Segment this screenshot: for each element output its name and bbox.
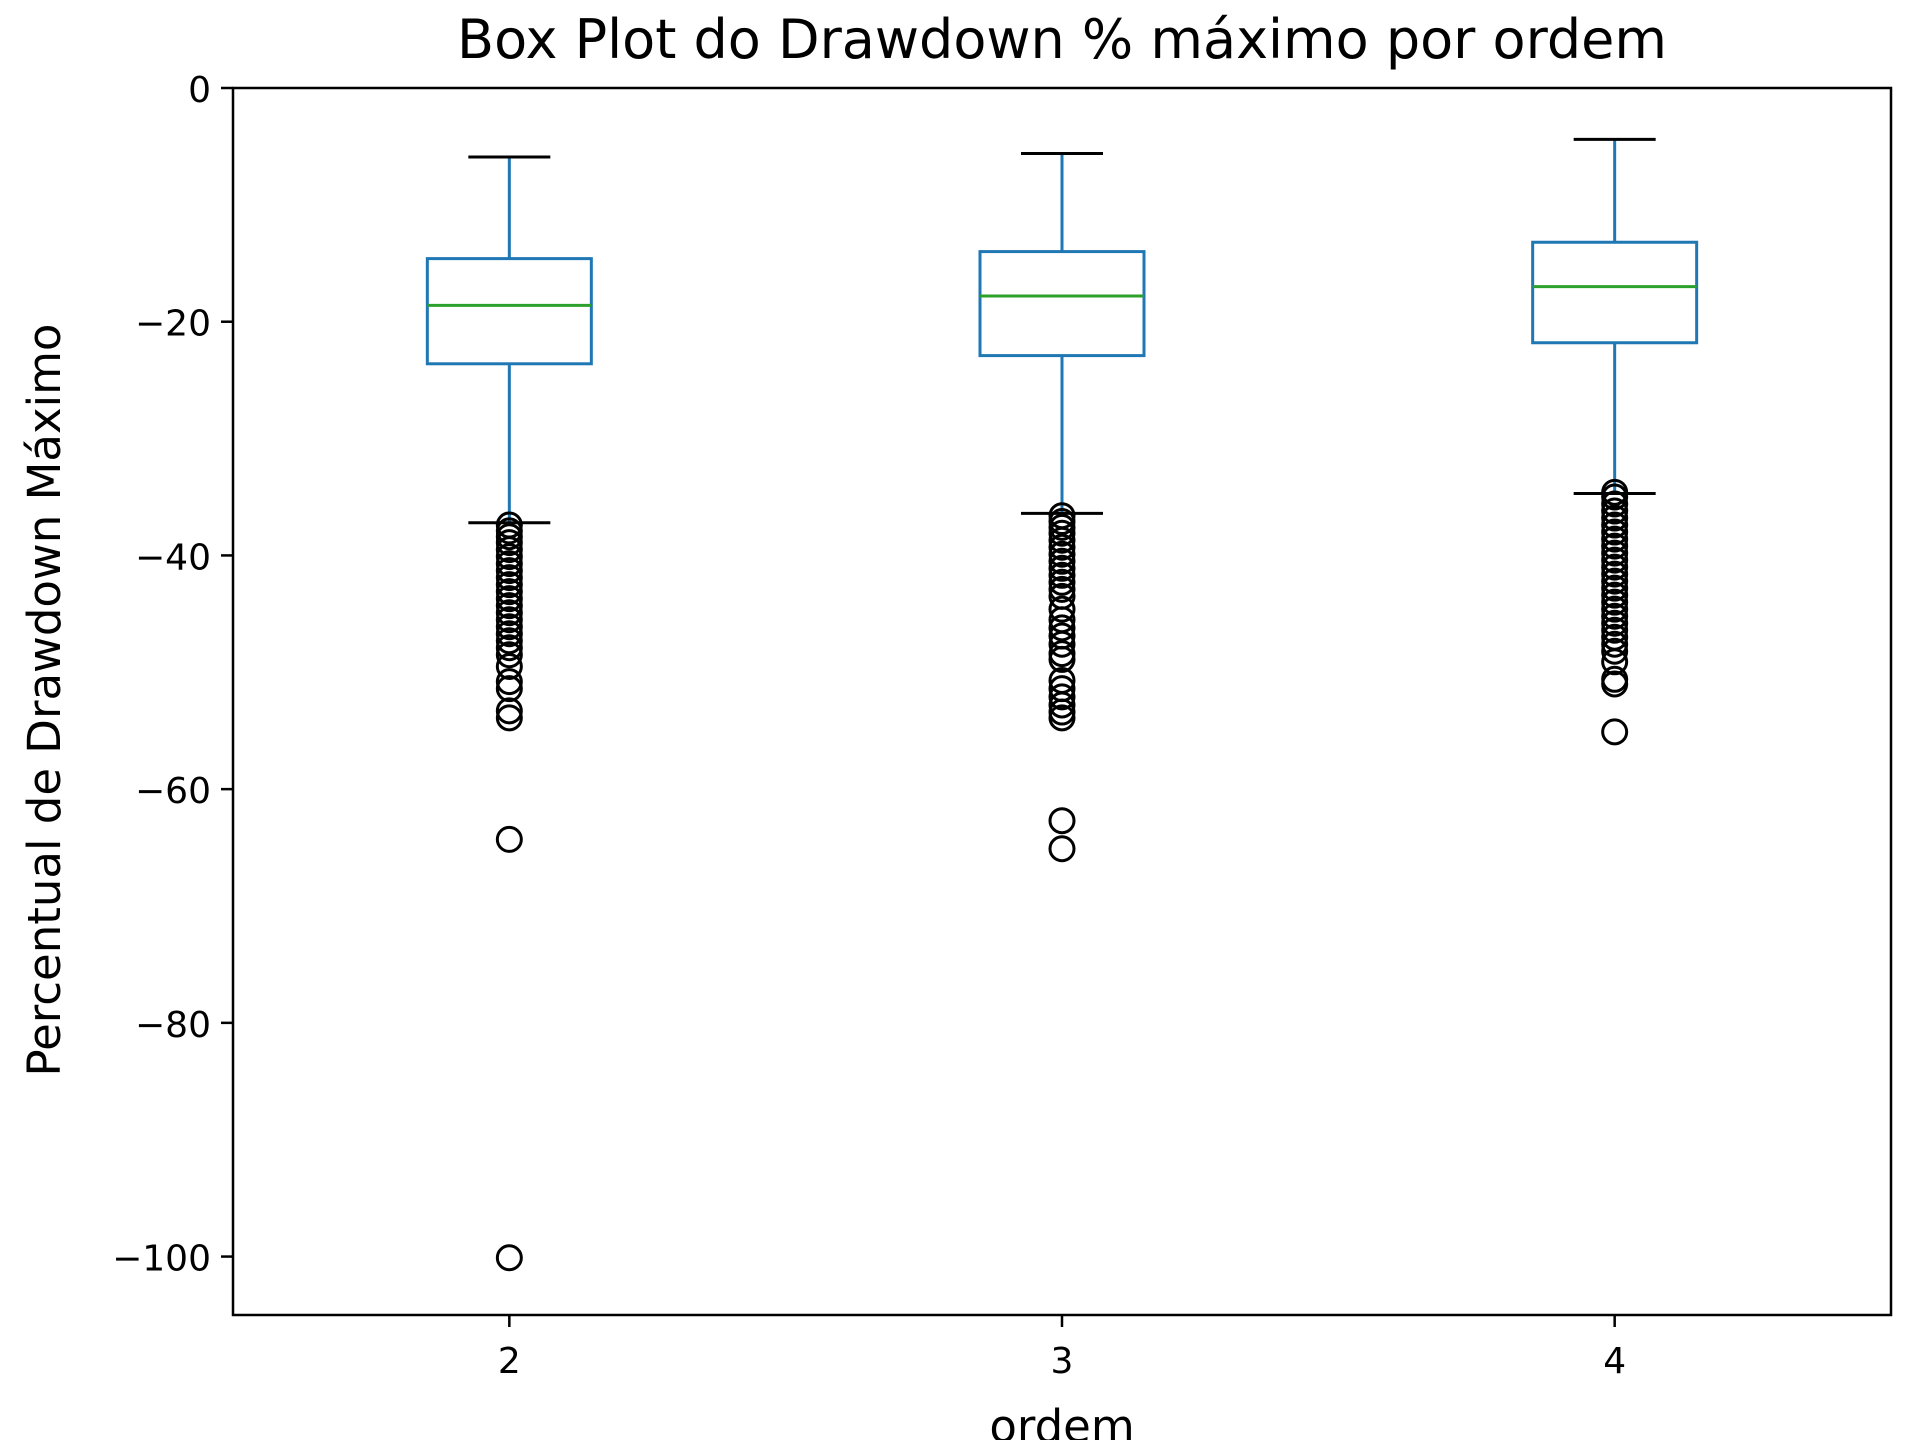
flier-point [1048, 691, 1076, 719]
flier-point [1601, 595, 1629, 623]
flier-point [495, 668, 523, 696]
flier-point [495, 536, 523, 564]
flier-point [1048, 575, 1076, 603]
flier-point [1601, 525, 1629, 553]
y-tick-label: −80 [135, 1005, 211, 1046]
box-iqr [1531, 240, 1699, 345]
flier-point [1601, 648, 1629, 676]
flier-point [495, 564, 523, 592]
flier-point [495, 592, 523, 620]
flier-point [495, 704, 523, 732]
flier-point [1048, 561, 1076, 589]
x-tick-label: 3 [1051, 1341, 1074, 1382]
flier-point [1048, 614, 1076, 642]
flier-point [1048, 533, 1076, 561]
flier-point [1601, 553, 1629, 581]
flier-point [1601, 560, 1629, 588]
flier-point [495, 550, 523, 578]
flier-point [1601, 497, 1629, 525]
flier-point [495, 578, 523, 606]
box-iqr [978, 250, 1146, 358]
flier-point [495, 599, 523, 627]
y-axis-label: Percentual de Drawdown Máximo [18, 324, 71, 1077]
flier-point [495, 543, 523, 571]
flier-point [1601, 630, 1629, 658]
flier-point [1601, 581, 1629, 609]
flier-point [1601, 532, 1629, 560]
y-tick-label: −40 [135, 537, 211, 578]
flier-point [1048, 540, 1076, 568]
chart-title: Box Plot do Drawdown % máximo por ordem [457, 8, 1667, 71]
flier-point [495, 825, 523, 853]
flier-point [1601, 483, 1629, 511]
flier-point [495, 529, 523, 557]
y-tick-label: −20 [135, 304, 211, 345]
x-tick-label: 2 [498, 1341, 521, 1382]
flier-point [495, 652, 523, 680]
flier-point [1048, 526, 1076, 554]
flier-point [495, 634, 523, 662]
flier-point [1601, 609, 1629, 637]
flier-point [1601, 588, 1629, 616]
flier-point [1048, 595, 1076, 623]
flier-point [1601, 511, 1629, 539]
flier-point [495, 606, 523, 634]
flier-point [1601, 574, 1629, 602]
flier-point [1048, 807, 1076, 835]
flier-point [495, 1244, 523, 1272]
flier-point [1601, 490, 1629, 518]
y-tick-label: 0 [188, 70, 211, 111]
flier-point [495, 627, 523, 655]
flier-point [1601, 504, 1629, 532]
flier-point [1048, 704, 1076, 732]
flier-point [1048, 683, 1076, 711]
y-tick-label: −60 [135, 771, 211, 812]
flier-point [1601, 518, 1629, 546]
flier-point [1601, 567, 1629, 595]
flier-point [1601, 718, 1629, 746]
flier-point [1048, 568, 1076, 596]
flier-point [495, 697, 523, 725]
flier-point [1048, 630, 1076, 658]
flier-point [1601, 637, 1629, 665]
x-tick-label: 4 [1603, 1341, 1626, 1382]
flier-point [1601, 539, 1629, 567]
flier-point [1048, 835, 1076, 863]
flier-point [495, 585, 523, 613]
flier-point [495, 675, 523, 703]
flier-point [1048, 645, 1076, 673]
flier-point [1048, 519, 1076, 547]
box-iqr [425, 257, 593, 366]
flier-point [495, 557, 523, 585]
flier-point [495, 613, 523, 641]
flier-point [1601, 670, 1629, 698]
flier-point [1048, 547, 1076, 575]
flier-point [1601, 546, 1629, 574]
flier-point [1601, 616, 1629, 644]
flier-point [495, 620, 523, 648]
y-tick-label: −100 [112, 1239, 211, 1280]
flier-point [1601, 602, 1629, 630]
flier-point [1048, 554, 1076, 582]
x-axis-label: ordem [989, 1400, 1134, 1440]
flier-point [495, 641, 523, 669]
flier-point [495, 571, 523, 599]
plot-area [425, 137, 1699, 1272]
